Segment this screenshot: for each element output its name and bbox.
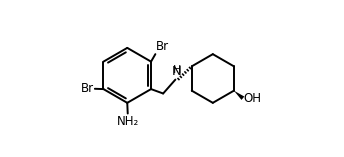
Text: OH: OH	[244, 92, 262, 105]
Text: Br: Br	[156, 40, 169, 53]
Polygon shape	[234, 91, 244, 100]
Text: H: H	[172, 65, 181, 75]
Text: N: N	[172, 65, 182, 78]
Text: Br: Br	[81, 82, 94, 95]
Text: NH₂: NH₂	[117, 115, 139, 128]
